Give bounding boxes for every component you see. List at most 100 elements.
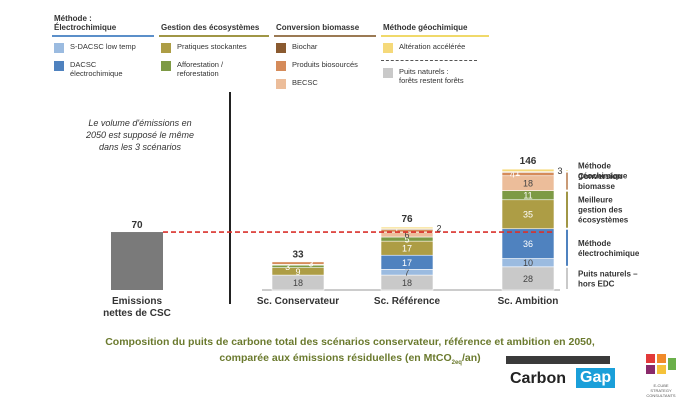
segment-value-label: 28 — [523, 274, 533, 284]
segment-value-label: 5 — [404, 235, 409, 245]
segment-value-label: 11 — [523, 191, 532, 201]
bar-segment — [271, 264, 325, 268]
emissions-bar — [111, 232, 163, 290]
segment-value-label: 7 — [404, 268, 409, 278]
legend-label: Produits biosourcés — [292, 60, 358, 69]
segment-value-label: 3 — [308, 259, 313, 269]
legend-swatch — [54, 61, 64, 71]
legend-label: BECSC — [292, 78, 318, 87]
side-group-label: Meilleure — [578, 196, 613, 205]
segment-value-label: 35 — [523, 210, 533, 220]
legend-item: BECSC — [274, 78, 376, 92]
legend-swatch — [383, 68, 393, 78]
segment-value-label: 3 — [285, 262, 290, 272]
segment-value-label: 17 — [402, 244, 412, 254]
legend-group-title: Méthode géochimique — [383, 23, 468, 32]
segment-value-label: 3 — [557, 166, 562, 176]
caption-line-2-text: comparée aux émissions résiduelles (en M… — [219, 352, 452, 364]
legend-group-rule — [159, 35, 269, 37]
bar-segment — [501, 168, 555, 172]
bar-segment — [501, 228, 555, 259]
legend-group-rule — [52, 35, 154, 37]
side-group-label: Puits naturels – — [578, 269, 638, 278]
side-group-label: hors EDC — [578, 279, 615, 288]
legend-label: S-DACSC low temp — [70, 42, 136, 51]
legend-item: Puits naturels : forêts restent forêts — [381, 67, 489, 87]
segment-value-label: 36 — [523, 239, 533, 249]
carbon-gap-logo-gap: Gap — [576, 368, 616, 388]
caption-line-2: comparée aux émissions résiduelles (en M… — [60, 350, 640, 371]
scenario-total-label: 76 — [401, 214, 413, 225]
ecube-logo: E-CUBE STRATEGY CONSULTANTS — [644, 354, 678, 398]
legend-item: Biochar — [274, 42, 376, 56]
legend-item: Produits biosourcés — [274, 60, 376, 74]
scenario-total-label: 146 — [520, 156, 537, 167]
legend-item: Pratiques stockantes — [159, 42, 269, 56]
segment-value-label: 6 — [404, 230, 409, 240]
bar-segment — [380, 226, 434, 230]
side-group-label: géochimique — [578, 171, 628, 180]
legend-label: Altération accélérée — [399, 42, 466, 51]
legend-swatch — [161, 61, 171, 71]
legend-item: S-DACSC low temp — [52, 42, 154, 56]
legend-label: Biochar — [292, 42, 318, 51]
side-group-label: Méthode — [578, 239, 611, 248]
scenario-category-label: Sc. Conservateur — [257, 296, 339, 307]
legend-item: Afforestation / reforestation — [159, 60, 269, 80]
carbon-gap-logo-carbon: Carbon — [510, 370, 566, 387]
segment-value-label: 9 — [295, 267, 300, 277]
legend-group-4: Méthode géochimique Altération accélérée P… — [381, 14, 489, 91]
legend-group-3: Conversion biomasse Biochar Produits bioso… — [274, 14, 376, 96]
scenario-category-label: Sc. Ambition — [498, 296, 559, 307]
segment-value-label: 1 — [394, 225, 399, 235]
legend-label: Pratiques stockantes — [177, 42, 247, 51]
caption-subscript: 2eq — [451, 360, 462, 367]
segment-value-label: 17 — [402, 258, 412, 268]
caption-line-1: Composition du puits de carbone total de… — [105, 336, 595, 348]
bar-segment — [271, 261, 325, 265]
side-group-label: écosystèmes — [578, 216, 629, 225]
legend-group-title: Méthode : Électrochimique — [54, 14, 117, 32]
emissions-category-label: nettes de CSC — [103, 308, 171, 319]
scenario-category-label: Sc. Référence — [374, 296, 441, 307]
caption-line-2-end: /an) — [461, 352, 481, 364]
ecube-logo-block-5 — [668, 358, 676, 370]
legend-swatch — [276, 43, 286, 53]
side-group-label: biomasse — [578, 182, 615, 191]
carbon-gap-logo-bar — [506, 356, 610, 364]
segment-value-label: 18 — [402, 278, 412, 288]
emissions-total-label: 70 — [131, 220, 143, 231]
segment-value-label: 10 — [523, 258, 533, 268]
side-group-label: Conversion — [578, 172, 622, 181]
segment-value-label: 2 — [436, 223, 441, 233]
ecube-logo-block-1 — [646, 354, 655, 363]
segment-value-label: 18 — [293, 278, 303, 288]
legend-group-title: Gestion des écosystèmes — [161, 23, 260, 32]
legend-item: DACSC électrochimique — [52, 60, 154, 80]
emissions-category-label: Emissions — [112, 296, 162, 307]
side-group-label: gestion des — [578, 206, 623, 215]
legend-item: Altération accélérée — [381, 42, 489, 56]
legend-label: Puits naturels : forêts restent forêts — [399, 67, 464, 85]
legend-group-rule — [381, 35, 489, 37]
legend-label: Afforestation / reforestation — [177, 60, 224, 78]
legend-swatch — [54, 43, 64, 53]
side-group-label: Méthode — [578, 161, 611, 170]
legend-group-title: Conversion biomasse — [276, 23, 360, 32]
segment-value-label: 18 — [523, 179, 533, 189]
legend-group-1: Méthode : Électrochimique S-DACSC low tem… — [52, 14, 154, 84]
emissions-note: Le volume d'émissions en 2050 est suppos… — [60, 117, 220, 153]
ecube-logo-block-4 — [657, 365, 666, 374]
bar-segment — [501, 199, 555, 230]
emissions-note-text: Le volume d'émissions en 2050 est suppos… — [85, 118, 195, 152]
legend-group-rule — [274, 35, 376, 37]
legend-group-2: Gestion des écosystèmes Pratiques stockan… — [159, 14, 269, 84]
segment-value-label: 4 — [510, 170, 515, 180]
scenario-total-label: 33 — [292, 250, 304, 261]
segment-value-label: 1 — [515, 168, 520, 178]
ecube-logo-block-3 — [646, 365, 655, 374]
figure-caption: Composition du puits de carbone total de… — [60, 334, 640, 371]
legend-separator — [381, 60, 477, 61]
legend-label: DACSC électrochimique — [70, 60, 123, 78]
